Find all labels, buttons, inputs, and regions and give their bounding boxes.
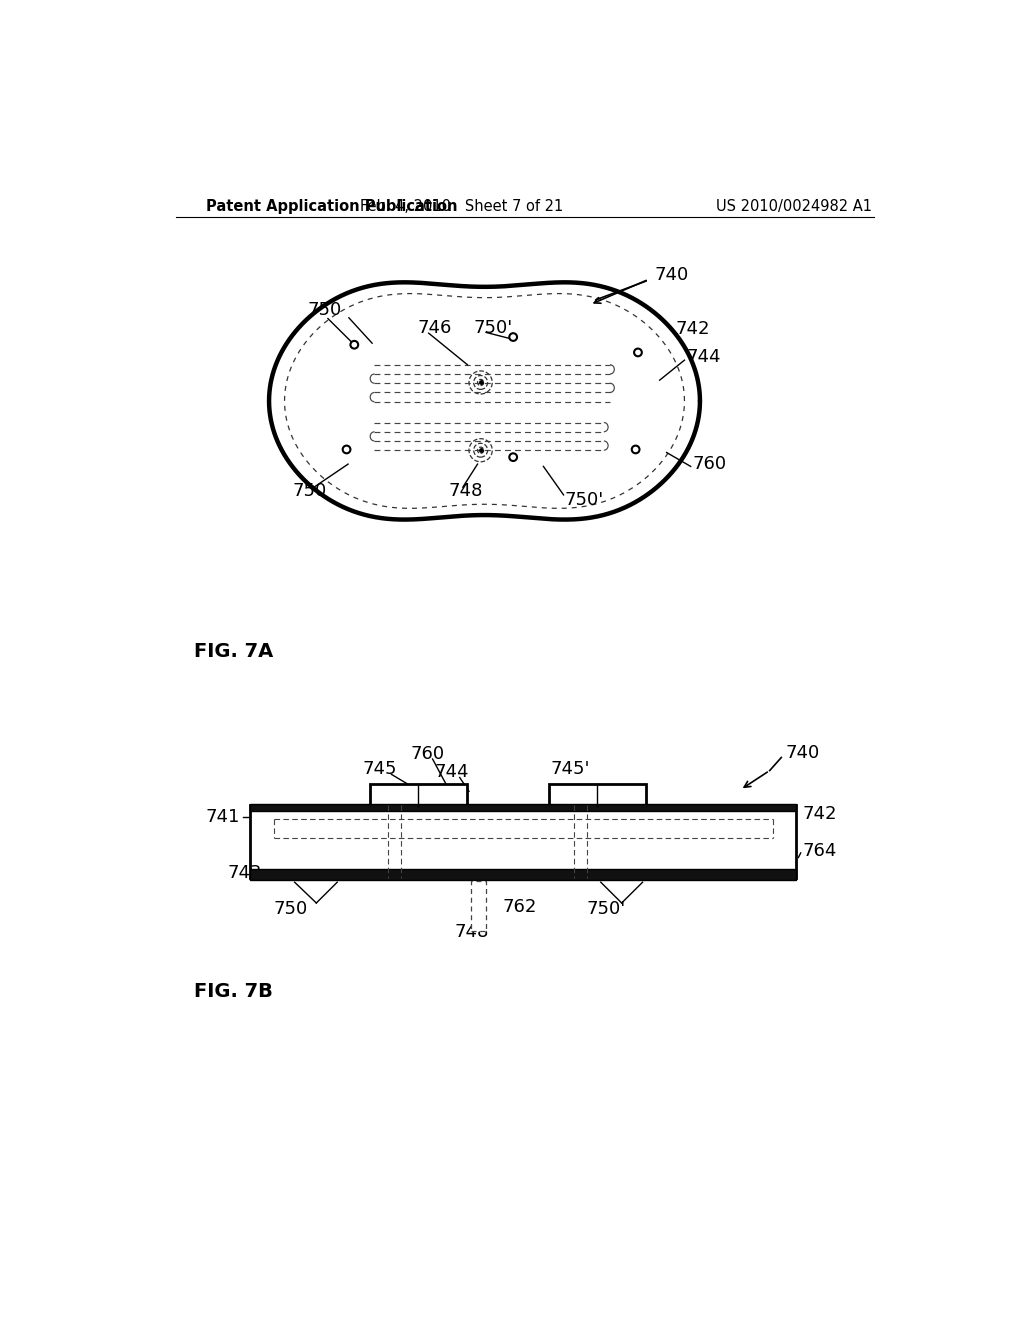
Bar	[549, 784, 646, 807]
Bar	[471, 880, 486, 931]
Text: 741: 741	[206, 808, 240, 826]
Bar	[251, 869, 796, 880]
Text: FIG. 7B: FIG. 7B	[194, 982, 272, 1001]
Text: 750': 750'	[587, 900, 626, 919]
Text: 748: 748	[454, 923, 488, 941]
Text: 750: 750	[292, 482, 327, 500]
Text: 743: 743	[227, 865, 262, 882]
Text: 744: 744	[686, 348, 721, 366]
Circle shape	[350, 341, 358, 348]
Circle shape	[634, 348, 642, 356]
Text: 748: 748	[449, 482, 482, 500]
Text: 760: 760	[692, 455, 726, 473]
Text: 745': 745'	[550, 760, 590, 777]
Text: 750': 750'	[474, 319, 513, 337]
Circle shape	[509, 453, 517, 461]
Text: 742: 742	[802, 805, 837, 824]
Text: 750: 750	[308, 301, 342, 319]
Bar	[370, 784, 467, 807]
Text: 760: 760	[410, 744, 444, 763]
Text: 750': 750'	[564, 491, 603, 508]
Text: 764: 764	[802, 842, 837, 861]
Bar	[251, 804, 796, 812]
Text: 745: 745	[362, 760, 397, 777]
Text: 744: 744	[435, 763, 469, 781]
Text: 762: 762	[503, 898, 537, 916]
Circle shape	[509, 333, 517, 341]
Bar	[251, 805, 796, 878]
Text: US 2010/0024982 A1: US 2010/0024982 A1	[717, 198, 872, 214]
Text: FIG. 7A: FIG. 7A	[194, 642, 273, 661]
Text: 742: 742	[675, 321, 710, 338]
Text: Feb. 4, 2010   Sheet 7 of 21: Feb. 4, 2010 Sheet 7 of 21	[359, 198, 563, 214]
Text: 740: 740	[655, 267, 689, 284]
Text: 740: 740	[785, 744, 819, 762]
Circle shape	[632, 446, 640, 453]
Text: Patent Application Publication: Patent Application Publication	[206, 198, 457, 214]
Text: 746: 746	[417, 319, 452, 337]
Text: 750: 750	[273, 900, 308, 919]
Circle shape	[343, 446, 350, 453]
